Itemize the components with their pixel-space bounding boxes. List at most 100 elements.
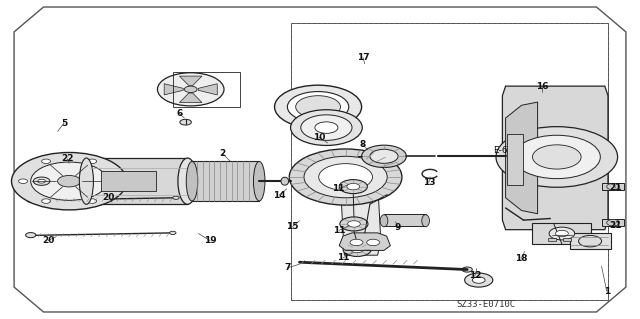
Polygon shape [502, 86, 608, 230]
Bar [602, 219, 624, 226]
Circle shape [88, 159, 97, 164]
Ellipse shape [380, 215, 388, 227]
Bar [101, 171, 156, 191]
Circle shape [301, 115, 352, 140]
Text: 11: 11 [337, 253, 349, 262]
Text: 2: 2 [220, 149, 226, 158]
Circle shape [33, 177, 50, 185]
Circle shape [513, 135, 600, 179]
Text: 11: 11 [333, 226, 346, 235]
Polygon shape [198, 84, 217, 95]
Polygon shape [179, 76, 202, 85]
Circle shape [27, 197, 37, 203]
Text: 16: 16 [536, 82, 548, 91]
Circle shape [19, 179, 28, 183]
Text: 9: 9 [395, 223, 401, 232]
Text: E-6: E-6 [493, 146, 508, 155]
Circle shape [38, 179, 45, 183]
Text: SZ33-E0710C: SZ33-E0710C [457, 300, 516, 309]
Bar [86, 158, 188, 204]
Text: 8: 8 [359, 140, 365, 149]
Circle shape [291, 110, 362, 145]
Circle shape [465, 273, 493, 287]
Circle shape [173, 196, 179, 199]
Bar [563, 238, 571, 241]
Polygon shape [341, 180, 381, 255]
Text: 21: 21 [609, 183, 622, 192]
Bar [192, 161, 259, 201]
Circle shape [289, 149, 402, 205]
Bar [570, 233, 611, 249]
Circle shape [362, 145, 406, 167]
Circle shape [607, 219, 620, 226]
Circle shape [180, 119, 191, 125]
Polygon shape [14, 7, 626, 312]
Circle shape [462, 267, 472, 272]
Circle shape [31, 162, 108, 200]
Circle shape [532, 145, 581, 169]
Text: 15: 15 [286, 222, 299, 231]
Ellipse shape [422, 215, 429, 227]
Text: 5: 5 [61, 119, 67, 128]
Text: 13: 13 [422, 178, 435, 187]
Circle shape [340, 217, 368, 231]
Ellipse shape [281, 177, 289, 185]
Bar [384, 214, 426, 226]
Bar [291, 23, 608, 300]
Circle shape [170, 231, 176, 234]
Text: 10: 10 [312, 133, 325, 142]
Circle shape [350, 239, 363, 246]
Circle shape [111, 179, 120, 183]
Ellipse shape [79, 158, 93, 204]
Circle shape [184, 86, 197, 93]
Circle shape [157, 73, 224, 106]
Circle shape [367, 239, 380, 246]
Circle shape [556, 230, 568, 237]
Text: 22: 22 [61, 154, 74, 163]
Text: 21: 21 [609, 221, 622, 230]
Text: 7: 7 [284, 263, 291, 272]
Circle shape [496, 127, 618, 187]
Circle shape [296, 96, 340, 118]
Circle shape [287, 92, 349, 122]
Text: 20: 20 [102, 193, 115, 202]
Circle shape [607, 183, 620, 190]
Bar [602, 183, 624, 190]
Text: 11: 11 [332, 184, 345, 193]
Text: 20: 20 [42, 236, 54, 245]
Text: 19: 19 [204, 236, 216, 245]
Bar [173, 72, 240, 107]
Circle shape [275, 85, 362, 129]
Text: 18: 18 [515, 254, 527, 263]
Circle shape [351, 246, 364, 253]
Text: 12: 12 [468, 271, 481, 280]
Circle shape [339, 180, 367, 194]
Circle shape [347, 183, 360, 190]
Polygon shape [506, 102, 538, 214]
Text: 1: 1 [604, 287, 610, 296]
Circle shape [304, 156, 387, 198]
Circle shape [319, 164, 372, 190]
Circle shape [88, 199, 97, 203]
Text: 6: 6 [176, 109, 182, 118]
Circle shape [58, 175, 81, 187]
Bar [548, 238, 556, 241]
Bar [532, 223, 591, 244]
Circle shape [348, 221, 360, 227]
Circle shape [549, 227, 575, 240]
Text: 14: 14 [273, 191, 285, 200]
Circle shape [343, 242, 371, 256]
Polygon shape [179, 93, 202, 102]
Circle shape [370, 149, 398, 163]
Polygon shape [164, 84, 183, 95]
Bar [291, 23, 608, 300]
Ellipse shape [253, 161, 265, 201]
Circle shape [26, 233, 36, 238]
Circle shape [42, 199, 51, 203]
Ellipse shape [178, 158, 197, 204]
Circle shape [315, 122, 338, 133]
Bar [507, 134, 523, 185]
Circle shape [579, 235, 602, 247]
Text: 17: 17 [356, 53, 369, 62]
Polygon shape [339, 233, 390, 250]
